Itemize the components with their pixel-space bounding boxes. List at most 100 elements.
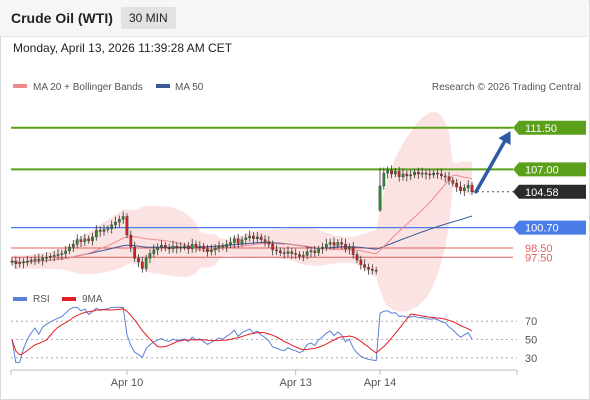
candle-body (275, 249, 278, 252)
candle-body (405, 173, 409, 177)
candle (340, 238, 343, 250)
candle-body (463, 187, 466, 191)
candle-body (49, 256, 52, 258)
candle (64, 245, 67, 258)
candle-body (163, 244, 167, 249)
price-tag-107.00: 107.00 (513, 162, 586, 177)
candle-body (71, 244, 75, 248)
candle (382, 167, 386, 190)
candle (18, 257, 21, 268)
candle-body (336, 242, 340, 246)
candle-body (240, 239, 244, 244)
candle-body (325, 244, 328, 248)
price-tag-background (513, 184, 586, 199)
candle-body (394, 170, 397, 175)
x-tick-label: Apr 13 (279, 377, 311, 389)
candle (409, 170, 412, 181)
candle (459, 181, 462, 195)
candle (202, 242, 205, 253)
candle-body (221, 245, 225, 248)
timeframe-badge[interactable]: 30 MIN (121, 7, 176, 29)
candle-body (117, 219, 121, 223)
support-label-97.50: 97.50 (525, 252, 553, 264)
candle-body (52, 255, 56, 257)
candle (171, 240, 175, 253)
candle-body (140, 261, 144, 269)
candle-body (344, 244, 347, 250)
candle-body (232, 238, 236, 243)
candle (206, 244, 209, 257)
instrument-title: Crude Oil (WTI) (11, 10, 113, 26)
candle (148, 249, 152, 264)
candle (213, 244, 217, 256)
rsi-level-label-30: 30 (525, 353, 537, 365)
candle (321, 242, 324, 254)
candle-body (98, 230, 102, 232)
candle-body (321, 246, 324, 250)
candle (52, 251, 56, 262)
candle (152, 244, 156, 258)
candle-body (194, 244, 198, 248)
candle-body (256, 236, 259, 239)
candle (156, 243, 159, 256)
candle-body (428, 173, 432, 176)
candle (259, 233, 263, 243)
candle-body (432, 172, 435, 176)
candle-body (271, 244, 274, 251)
candle (405, 170, 409, 182)
price-tag-background (513, 120, 586, 135)
candle-body (263, 239, 267, 242)
candle-body (133, 246, 136, 259)
candle-body (424, 172, 428, 175)
candle-body (56, 254, 60, 256)
candle (91, 232, 94, 246)
candle-body (94, 230, 98, 238)
candle-body (236, 238, 240, 244)
candle (175, 242, 179, 254)
candle-body (121, 216, 125, 220)
candle (98, 226, 102, 237)
candle-body (79, 239, 83, 242)
candle-body (171, 245, 175, 250)
candle (41, 254, 44, 266)
candle (140, 257, 144, 273)
candle-body (447, 176, 451, 181)
candle (328, 238, 332, 250)
price-tag-104.58: 104.58 (513, 184, 586, 199)
candle-body (313, 250, 317, 253)
candle (37, 253, 41, 264)
candle (256, 232, 259, 244)
rsi-ma-line (11, 308, 473, 356)
candle (470, 181, 474, 195)
candle (106, 225, 110, 233)
candle (252, 232, 255, 245)
candle (49, 253, 52, 261)
candle-body (75, 239, 79, 245)
candle-body (267, 241, 271, 245)
candle-body (33, 258, 37, 261)
candle (217, 241, 221, 253)
candle (413, 168, 416, 179)
candle (348, 243, 351, 255)
candle-body (378, 185, 382, 211)
candle-body (18, 262, 21, 264)
price-tag-background (513, 162, 586, 177)
candle (209, 244, 213, 256)
candle-body (455, 183, 458, 188)
candle-body (206, 248, 209, 252)
candles (10, 165, 474, 275)
candle-body (29, 259, 33, 262)
candle (240, 236, 244, 247)
candle (83, 233, 87, 246)
candle (14, 256, 18, 269)
candle-body (22, 261, 25, 264)
candle (10, 257, 14, 266)
candle-body (60, 253, 64, 255)
candle (267, 236, 271, 249)
candle-body (209, 249, 213, 252)
candle (45, 252, 48, 263)
candle (26, 256, 29, 267)
candle-body (302, 255, 305, 257)
candle (466, 180, 470, 193)
